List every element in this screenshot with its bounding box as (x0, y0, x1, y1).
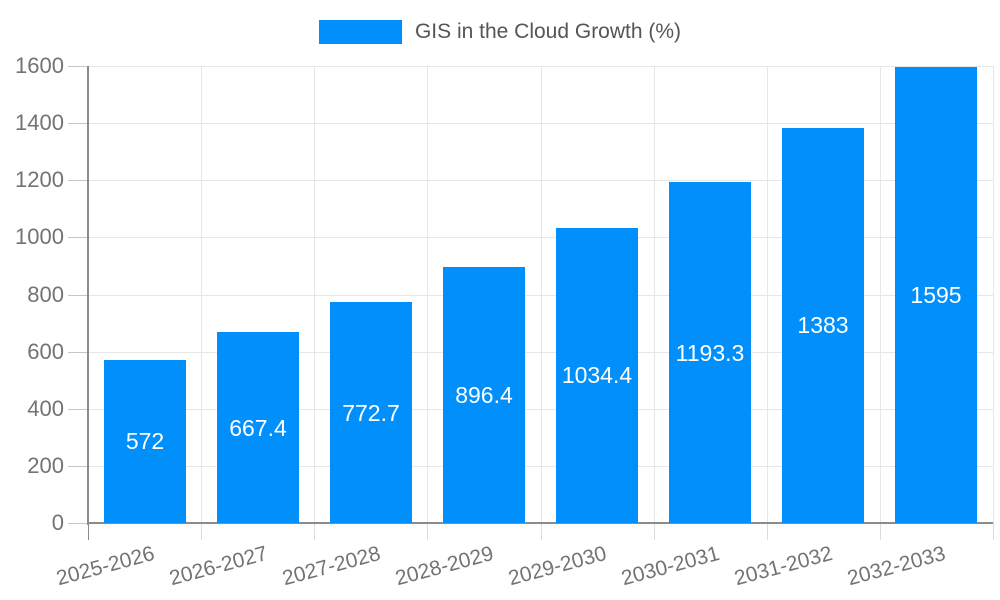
y-tick-mark (68, 66, 88, 67)
x-tick-mark (880, 523, 881, 540)
y-gridline (88, 180, 993, 181)
bar-2025-2026[interactable] (104, 360, 186, 523)
y-gridline (88, 123, 993, 124)
bar-2029-2030[interactable] (556, 228, 638, 523)
y-axis-tick-label: 200 (27, 453, 64, 478)
y-axis-tick-label: 800 (27, 282, 64, 307)
y-tick-mark (68, 409, 88, 410)
bar-2028-2029[interactable] (443, 267, 525, 523)
bar-value-label: 1595 (910, 282, 962, 308)
x-axis-line (88, 522, 993, 524)
y-gridline (88, 352, 993, 353)
bar-2032-2033[interactable] (895, 67, 977, 523)
x-gridline (767, 66, 768, 523)
x-gridline (993, 66, 994, 523)
y-gridline (88, 466, 993, 467)
x-gridline (314, 66, 315, 523)
y-tick-mark (68, 466, 88, 467)
chart-legend[interactable]: GIS in the Cloud Growth (%) (0, 20, 1000, 44)
bar-2026-2027[interactable] (217, 332, 299, 523)
y-axis-tick-label: 0 (51, 510, 64, 535)
legend-label: GIS in the Cloud Growth (%) (414, 20, 682, 43)
bar-value-label: 667.4 (229, 415, 287, 441)
x-tick-mark (541, 523, 542, 540)
y-tick-mark (68, 123, 88, 124)
bar-2030-2031[interactable] (669, 182, 751, 523)
x-gridline (541, 66, 542, 523)
y-axis-tick-label: 1600 (15, 53, 64, 78)
y-axis-tick-label: 600 (27, 339, 64, 364)
y-tick-mark (68, 523, 88, 524)
x-gridline (880, 66, 881, 523)
x-tick-mark (201, 523, 202, 540)
y-axis-tick-label: 1000 (15, 224, 64, 249)
y-axis-line (87, 66, 89, 525)
bar-value-label: 572 (125, 428, 165, 454)
x-tick-mark (427, 523, 428, 540)
legend-swatch-icon (318, 20, 402, 44)
y-axis-tick-label: 1200 (15, 167, 64, 192)
x-tick-mark (314, 523, 315, 540)
bar-value-label: 1034.4 (561, 362, 633, 388)
bar-2027-2028[interactable] (330, 302, 412, 523)
bar-value-label: 1193.3 (675, 340, 745, 366)
y-gridline (88, 409, 993, 410)
y-tick-mark (68, 295, 88, 296)
y-gridline (88, 66, 993, 67)
y-tick-mark (68, 352, 88, 353)
bar-2031-2032[interactable] (782, 128, 864, 523)
y-gridline (88, 237, 993, 238)
x-gridline (427, 66, 428, 523)
x-tick-mark (767, 523, 768, 540)
x-tick-mark (993, 523, 994, 540)
bar-value-label: 1383 (797, 312, 849, 338)
y-tick-mark (68, 180, 88, 181)
y-tick-mark (68, 237, 88, 238)
y-axis-tick-label: 1400 (15, 110, 64, 135)
x-gridline (201, 66, 202, 523)
bar-value-label: 896.4 (455, 382, 513, 408)
x-gridline (654, 66, 655, 523)
x-tick-mark (654, 523, 655, 540)
y-axis-tick-label: 400 (27, 396, 64, 421)
bar-value-label: 772.7 (342, 400, 400, 426)
x-tick-mark (88, 523, 89, 540)
y-gridline (88, 295, 993, 296)
